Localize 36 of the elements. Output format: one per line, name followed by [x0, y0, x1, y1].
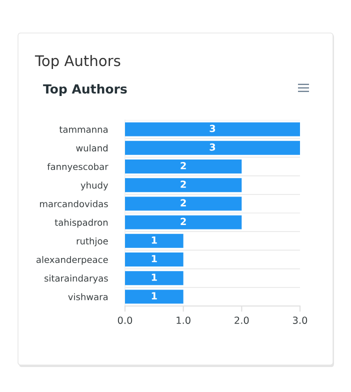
bar [125, 290, 184, 304]
bar [125, 196, 242, 211]
x-tick-label: 1.0 [176, 316, 190, 324]
x-tick-label: 0.0 [118, 316, 132, 324]
y-tick-label: fannyescobar [47, 163, 108, 172]
y-tick-label: marcandovidas [40, 200, 108, 208]
bar [125, 252, 184, 266]
data-label: 3 [210, 143, 216, 151]
y-tick-label: ruthjoe [76, 237, 108, 246]
x-tick-label: 2.0 [234, 316, 249, 324]
y-tick-label: tammanna [59, 126, 108, 133]
bar [125, 178, 242, 192]
bar [125, 140, 300, 155]
data-label: 2 [180, 199, 186, 206]
y-tick-label: sitaraindaryas [44, 274, 108, 284]
data-label: 2 [180, 180, 186, 188]
data-label: 1 [152, 236, 157, 244]
y-tick-label: wuland [76, 144, 108, 152]
data-label: 2 [180, 162, 186, 170]
y-tick-label: yhudy [80, 182, 108, 190]
y-tick-label: tahispadron [54, 218, 108, 228]
data-label: 1 [152, 274, 157, 281]
data-label: 1 [152, 255, 157, 262]
bar [125, 160, 242, 174]
bar [125, 215, 242, 230]
chart-subtitle: Top Authors [43, 84, 127, 96]
x-tick-label: 3.0 [293, 316, 308, 324]
data-label: 2 [180, 218, 186, 225]
data-label: 3 [210, 124, 216, 132]
y-tick-label: alexanderpeace [36, 256, 108, 265]
bar [125, 234, 184, 248]
chart-title: Top Authors [34, 54, 120, 70]
bar [125, 271, 184, 286]
y-tick-label: vishwara [68, 293, 108, 300]
bar [125, 122, 300, 136]
data-label: 1 [152, 292, 157, 300]
